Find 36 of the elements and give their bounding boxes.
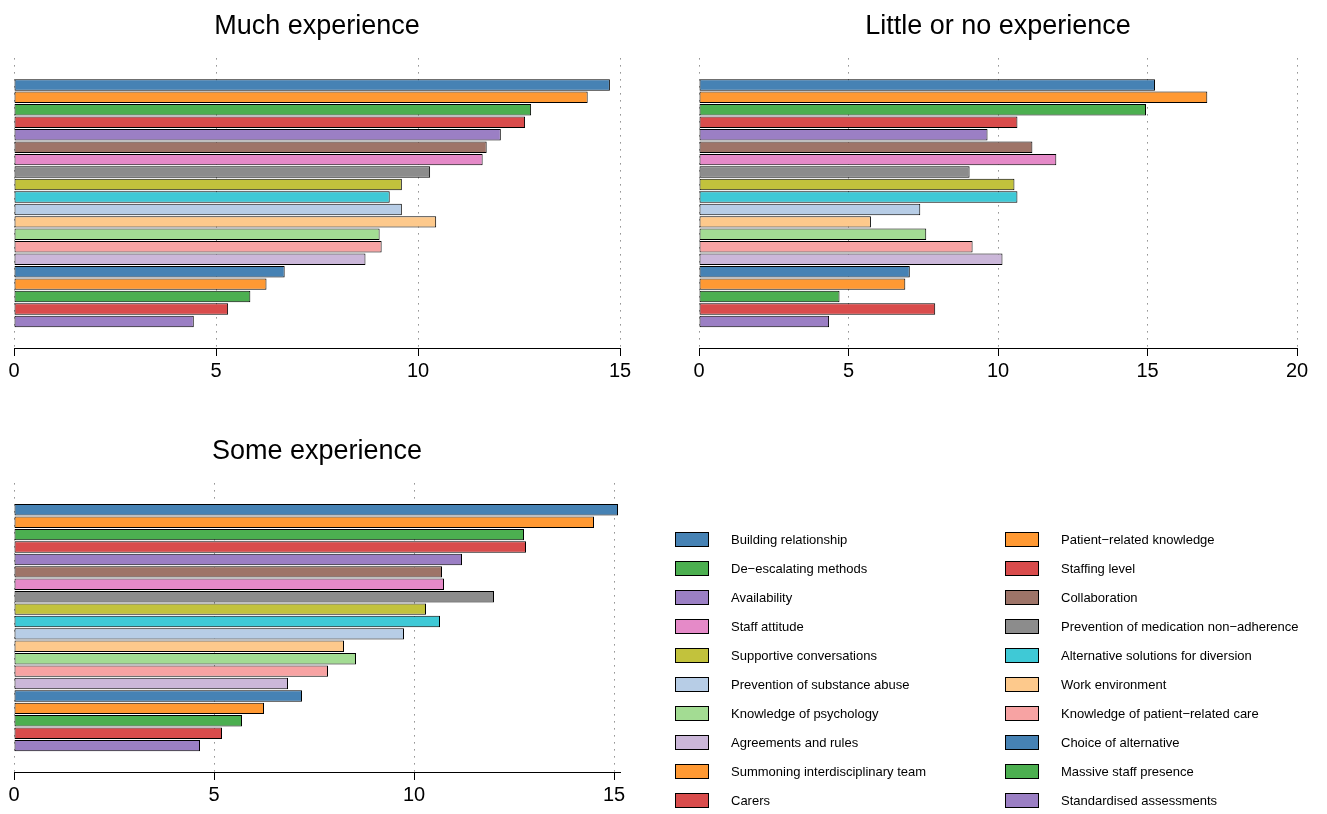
legend-label: Knowledge of patient−related care <box>1061 706 1259 721</box>
x-tick-label: 15 <box>602 782 626 805</box>
chart-title: Little or no experience <box>865 9 1131 40</box>
x-tick-label: 0 <box>693 358 705 381</box>
legend-label: Carers <box>731 793 771 808</box>
chart-title: Some experience <box>211 434 423 465</box>
x-tick-label: 5 <box>842 358 855 381</box>
x-tick-label: 10 <box>402 782 426 805</box>
legend-label: De−escalating methods <box>731 561 868 576</box>
legend-label: Staff attitude <box>731 619 804 634</box>
x-tick-label: 20 <box>1285 358 1309 381</box>
legend-label: Work environment <box>1061 677 1167 692</box>
x-tick-label: 0 <box>8 782 20 805</box>
legend-label: Supportive conversations <box>731 648 877 663</box>
legend-label: Agreements and rules <box>731 735 859 750</box>
legend-label: Knowledge of psychology <box>731 706 879 721</box>
legend-label: Alternative solutions for diversion <box>1061 648 1252 663</box>
legend-label: Patient−related knowledge <box>1061 532 1215 547</box>
x-tick-label: 10 <box>986 358 1010 381</box>
x-tick-label: 5 <box>210 358 222 381</box>
x-tick-label: 15 <box>608 358 632 381</box>
legend-label: Choice of alternative <box>1061 735 1180 750</box>
x-tick-label: 0 <box>8 358 20 381</box>
legend-label: Standardised assessments <box>1061 793 1218 808</box>
legend-label: Massive staff presence <box>1061 764 1194 779</box>
legend-label: Collaboration <box>1061 590 1138 605</box>
x-tick-label: 5 <box>208 782 220 805</box>
chart-title: Much experience <box>214 9 420 40</box>
legend-label: Availability <box>731 590 793 605</box>
legend-label: Summoning interdisciplinary team <box>731 764 927 779</box>
legend-label: Prevention of medication non−adherence <box>1061 619 1299 634</box>
legend-label: Building relationship <box>731 532 848 547</box>
x-tick-label: 15 <box>1136 358 1159 381</box>
legend-label: Staffing level <box>1061 561 1136 576</box>
legend-label: Prevention of substance abuse <box>731 677 910 692</box>
x-tick-label: 10 <box>406 358 430 381</box>
